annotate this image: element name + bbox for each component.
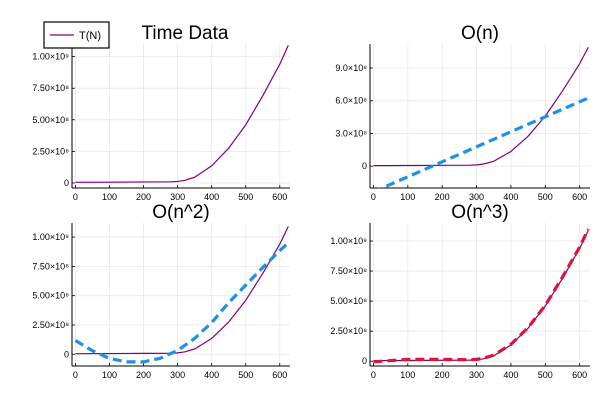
y-tick-label: 5.00×10⁸	[32, 115, 69, 125]
x-tick-label: 500	[538, 370, 553, 380]
x-tick-label: 500	[238, 192, 253, 202]
y-tick-label: 2.50×10⁸	[330, 326, 367, 336]
y-tick-label: 7.50×10⁸	[330, 266, 367, 276]
y-tick-label: 3.0×10⁸	[335, 128, 367, 138]
x-tick-label: 300	[469, 370, 484, 380]
x-tick-label: 400	[503, 370, 518, 380]
subplot-title: O(n^2)	[152, 202, 209, 223]
y-tick-label: 7.50×10⁸	[32, 261, 69, 271]
x-tick-label: 600	[272, 192, 287, 202]
fit-line	[373, 228, 590, 364]
x-tick-label: 200	[136, 370, 151, 380]
y-tick-label: 0	[64, 178, 69, 188]
subplot-3: 0 100 200 300 400 500 600 0 2.50×10⁸ 5.00×10⁸ 7.50…	[32, 202, 290, 380]
x-tick-label: 300	[170, 370, 185, 380]
subplot-2: 0 100 200 300 400 500 600 0 3.0×10⁸ 6.0×10⁸ 9.0×10…	[335, 23, 590, 202]
y-tick-label: 1.00×10⁹	[32, 52, 69, 62]
y-tick-label: 0	[362, 161, 367, 171]
x-tick-label: 600	[572, 370, 587, 380]
subplot-title: O(n^3)	[451, 202, 508, 223]
y-tick-label: 7.50×10⁸	[32, 83, 69, 93]
x-tick-label: 300	[170, 192, 185, 202]
x-tick-label: 300	[469, 192, 484, 202]
series-line-tn	[75, 45, 289, 183]
y-tick-label: 5.00×10⁸	[32, 291, 69, 301]
subplot-1: 0 100 200 300 400 500 600 0 2.50×10⁸ 5.00×10⁸ 7.50…	[32, 23, 290, 202]
series-line-tn	[75, 226, 289, 355]
x-tick-label: 400	[503, 192, 518, 202]
x-tick-label: 100	[400, 370, 415, 380]
x-tick-label: 600	[572, 192, 587, 202]
x-tick-label: 0	[371, 370, 376, 380]
series-line-tn	[373, 229, 589, 362]
x-tick-label: 0	[371, 192, 376, 202]
legend: T(N)	[43, 21, 110, 49]
x-tick-label: 100	[102, 370, 117, 380]
y-tick-label: 2.50×10⁸	[32, 146, 69, 156]
y-tick-label: 5.00×10⁸	[330, 296, 367, 306]
subplot-title: O(n)	[461, 23, 499, 44]
x-tick-label: 400	[204, 370, 219, 380]
x-tick-label: 0	[73, 370, 78, 380]
y-tick-label: 0	[64, 349, 69, 359]
y-tick-label: 1.00×10⁹	[330, 236, 367, 246]
x-tick-label: 100	[102, 192, 117, 202]
series-line-tn	[373, 46, 589, 167]
x-tick-label: 200	[435, 192, 450, 202]
y-tick-label: 0	[362, 356, 367, 366]
y-tick-label: 6.0×10⁸	[335, 96, 367, 106]
y-tick-label: 2.50×10⁸	[32, 320, 69, 330]
y-tick-label: 1.00×10⁹	[32, 232, 69, 242]
fit-line	[74, 241, 290, 364]
subplot-4: 0 100 200 300 400 500 600 0 2.50×10⁸ 5.00×10⁸ 7.50…	[330, 202, 590, 380]
legend-label: T(N)	[79, 30, 101, 42]
x-tick-label: 0	[73, 192, 78, 202]
x-tick-label: 200	[435, 370, 450, 380]
y-tick-label: 9.0×10⁸	[335, 63, 367, 73]
x-tick-label: 600	[272, 370, 287, 380]
subplot-title: Time Data	[142, 23, 229, 44]
x-tick-label: 400	[204, 192, 219, 202]
fit-line	[378, 96, 589, 188]
x-tick-label: 100	[400, 192, 415, 202]
x-tick-label: 500	[538, 192, 553, 202]
x-tick-label: 500	[238, 370, 253, 380]
x-tick-label: 200	[136, 192, 151, 202]
